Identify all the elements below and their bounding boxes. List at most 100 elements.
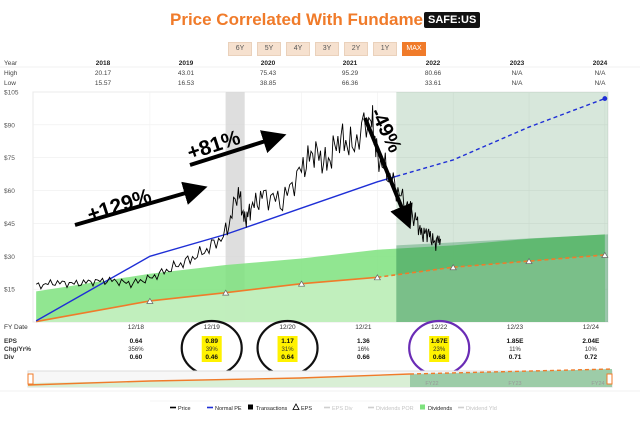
eps-line-estimate [377,254,605,279]
div-value: 0.66 [357,354,370,361]
fy-date: 12/23 [507,324,524,331]
legend-label[interactable]: EPS [301,406,312,412]
summary-high-value: 75.43 [260,70,277,77]
legend-label[interactable]: Transactions [256,406,288,412]
legend-label[interactable]: EPS Div [332,406,353,412]
normal-pe-line [35,175,397,322]
eps-area [36,254,605,322]
summary-high-label: High [4,70,18,77]
fy-date: 12/20 [279,324,296,331]
summary-high-value: 43.01 [178,70,195,77]
navigator-handle-left[interactable] [27,373,34,385]
fy-date: 12/18 [128,324,145,331]
navigator-eps-line [27,373,411,386]
eps-highlight [429,336,450,362]
arrow-down [363,117,413,230]
chart-title: Price Correlated With Fundamentals [170,10,463,29]
eps-value: 1.36 [357,338,370,345]
forecast-shade [396,92,608,322]
legend-square-icon [248,404,253,410]
legend-label[interactable]: Normal PE [215,406,242,412]
summary-low-value: N/A [595,80,607,87]
summary-high-value: N/A [595,70,607,77]
summary-year: 2018 [96,60,111,67]
chg-value: 356% [128,347,144,353]
arrow-up-2 [189,130,287,167]
legend-label[interactable]: Dividends [428,406,452,412]
eps-value: 1.67E [431,338,449,345]
forecast-area [396,234,608,322]
y-tick-label: $60 [4,188,15,195]
navigator-handle-right[interactable] [606,373,613,385]
fy-date: 12/24 [583,324,600,331]
range-button-6y[interactable]: 6Y [228,42,252,56]
eps-marker [373,274,381,281]
y-tick-label: $75 [4,155,15,162]
navigator-label: FY23 [508,381,521,387]
fundamentals-row-label: Div [4,354,15,361]
summary-low-value: N/A [512,80,524,87]
summary-low-value: 33.61 [425,80,442,87]
summary-low-label: Low [4,80,16,87]
range-button-3y[interactable]: 3Y [315,42,339,56]
legend-label[interactable]: Dividends POR [376,406,414,412]
arrow-up-1 [74,181,208,227]
chg-value: 10% [585,347,598,353]
legend: Price Normal PE Transactions EPS EPS Div Divi… [150,400,497,412]
summary-year: 2024 [593,60,608,67]
eps-value: 2.04E [582,338,600,345]
summary-year: 2020 [261,60,276,67]
mini-navigator[interactable]: FY22 FY23 FY24 [0,368,640,392]
div-value: 0.64 [281,354,294,361]
range-button-2y[interactable]: 2Y [344,42,368,56]
navigator-eps-estimate [409,368,613,375]
range-button-5y[interactable]: 5Y [257,42,281,56]
chg-value: 39% [206,347,219,353]
fy-date: 12/21 [355,324,372,331]
div-value: 0.46 [205,354,218,361]
legend-label[interactable]: Dividend Yld [466,406,497,412]
legend-label[interactable]: Price [178,406,191,412]
eps-marker [222,289,230,296]
summary-year: 2019 [179,60,194,67]
summary-year: 2022 [426,60,441,67]
range-selector: 6Y 5Y 4Y 3Y 2Y 1Y MAX [228,42,426,56]
summary-high-value: 95.29 [342,70,359,77]
eps-value: 0.64 [130,338,143,345]
summary-low-value: 15.57 [95,80,112,87]
summary-low-value: 16.53 [178,80,195,87]
eps-value: 1.17 [281,338,294,345]
legend-square-icon [420,404,425,410]
fundamentals-row-label: FY Date [4,324,28,331]
y-tick-label: $90 [4,122,15,129]
chg-value: 31% [282,347,295,353]
summary-high-value: 80.66 [425,70,442,77]
eps-marker [297,280,306,287]
summary-low-value: 66.36 [342,80,359,87]
y-tick-label: $105 [4,90,19,97]
chg-value: 16% [357,347,370,353]
eps-marker [525,257,533,264]
range-button-max[interactable]: MAX [402,42,426,56]
eps-highlight [201,336,222,362]
normal-pe-line-estimate [396,97,606,178]
normal-pe-end-point [602,96,608,101]
chg-value: 23% [433,347,446,353]
legend-triangle-icon [292,403,300,410]
eps-marker [146,297,154,304]
plot-area: $105$90$75$60$45$30$15+129%+81% -49% [4,90,609,323]
eps-value: 1.85E [507,338,525,345]
title-row: Price Correlated With Fundamentals SAFE:… [0,8,640,34]
range-button-4y[interactable]: 4Y [286,42,310,56]
eps-marker [449,264,457,271]
summary-low-value: 38.85 [260,80,277,87]
chg-value: 11% [509,347,521,353]
y-tick-label: $15 [4,287,15,294]
fundamentals-row-label: Chg/Yr% [4,346,31,353]
summary-high-value: N/A [512,70,524,77]
navigator-area [28,369,612,387]
range-button-1y[interactable]: 1Y [373,42,397,56]
navigator-label: FY22 [425,381,438,387]
